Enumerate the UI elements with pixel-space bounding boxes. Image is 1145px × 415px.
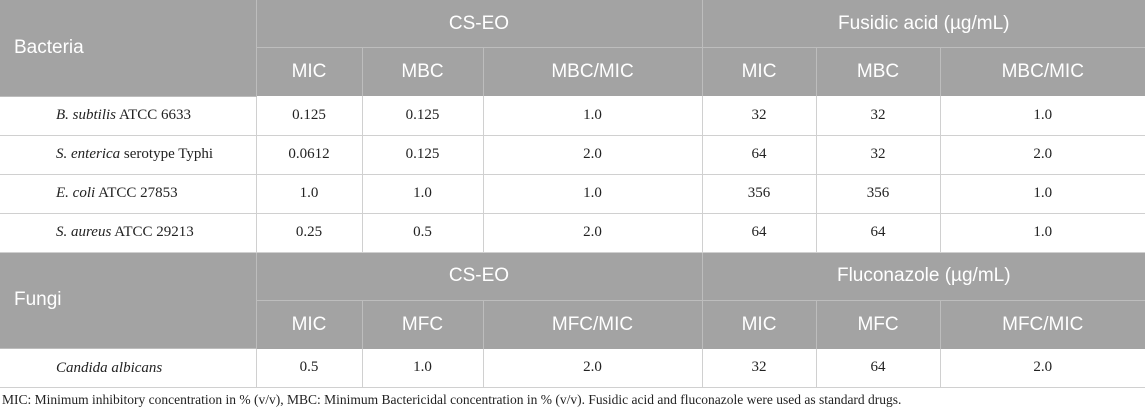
value-cell: 356 xyxy=(816,174,941,214)
value-cell: 1.0 xyxy=(362,174,484,214)
bacteria-subheader-row: MIC MBC MBC/MIC MIC MBC MBC/MIC xyxy=(0,47,1145,96)
subheader-mfc: MFC xyxy=(362,300,484,349)
value-cell: 2.0 xyxy=(483,213,703,253)
value-cell: 0.25 xyxy=(256,213,363,253)
bacteria-group-fusidic-acid: Fusidic acid (µg/mL) xyxy=(702,0,1145,48)
table-row: B. subtilis ATCC 6633 0.125 0.125 1.0 32… xyxy=(0,96,1145,136)
fungi-header-row: Fungi CS-EO Fluconazole (µg/mL) xyxy=(0,252,1145,349)
table-row: E. coli ATCC 27853 1.0 1.0 1.0 356 356 1… xyxy=(0,174,1145,214)
fungi-subheader-row: MIC MFC MFC/MIC MIC MFC MFC/MIC xyxy=(0,300,1145,349)
fungi-group-cs-eo: CS-EO xyxy=(256,252,703,301)
value-cell: 0.5 xyxy=(256,348,363,388)
fungi-row-header: Fungi xyxy=(0,252,257,349)
organism-italic: Candida albicans xyxy=(56,359,163,376)
organism-rest: ATCC 29213 xyxy=(111,224,194,240)
organism-italic: B. subtilis xyxy=(56,107,117,123)
bacteria-group-cs-eo: CS-EO xyxy=(256,0,703,48)
table-row: S. enterica serotype Typhi 0.0612 0.125 … xyxy=(0,135,1145,175)
subheader-mbc: MBC xyxy=(816,47,941,96)
bacteria-header-row: Bacteria CS-EO Fusidic acid (µg/mL) xyxy=(0,0,1145,97)
value-cell: 64 xyxy=(702,213,817,253)
value-cell: 0.5 xyxy=(362,213,484,253)
value-cell: 2.0 xyxy=(940,348,1145,388)
value-cell: 32 xyxy=(702,348,817,388)
organism-italic: E. coli xyxy=(56,185,96,201)
value-cell: 2.0 xyxy=(483,348,703,388)
value-cell: 1.0 xyxy=(256,174,363,214)
subheader-mic: MIC xyxy=(256,300,363,349)
fungi-group-fluconazole: Fluconazole (µg/mL) xyxy=(702,252,1145,301)
subheader-mbc-mic: MBC/MIC xyxy=(483,47,703,96)
subheader-mfc-mic: MFC/MIC xyxy=(483,300,703,349)
organism-rest: serotype Typhi xyxy=(120,146,213,162)
subheader-mbc: MBC xyxy=(362,47,484,96)
value-cell: 356 xyxy=(702,174,817,214)
value-cell: 1.0 xyxy=(483,174,703,214)
value-cell: 2.0 xyxy=(940,135,1145,175)
bacteria-row-header: Bacteria xyxy=(0,0,257,97)
organism-rest: ATCC 27853 xyxy=(95,185,178,201)
value-cell: 64 xyxy=(816,213,941,253)
results-table: Bacteria CS-EO Fusidic acid (µg/mL) MIC … xyxy=(0,0,1145,388)
organism-cell: S. enterica serotype Typhi xyxy=(0,135,257,175)
value-cell: 1.0 xyxy=(362,348,484,388)
organism-italic: S. enterica xyxy=(56,146,121,162)
table-row: Candida albicans 0.5 1.0 2.0 32 64 2.0 xyxy=(0,348,1145,388)
value-cell: 0.125 xyxy=(362,135,484,175)
value-cell: 2.0 xyxy=(483,135,703,175)
value-cell: 0.125 xyxy=(256,96,363,136)
organism-rest: ATCC 6633 xyxy=(116,107,192,123)
value-cell: 1.0 xyxy=(940,96,1145,136)
table-footnote: MIC: Minimum inhibitory concentration in… xyxy=(2,392,902,407)
subheader-mic: MIC xyxy=(256,47,363,96)
organism-cell: Candida albicans xyxy=(0,348,257,388)
value-cell: 32 xyxy=(816,135,941,175)
value-cell: 32 xyxy=(816,96,941,136)
value-cell: 0.0612 xyxy=(256,135,363,175)
value-cell: 1.0 xyxy=(940,213,1145,253)
value-cell: 32 xyxy=(702,96,817,136)
value-cell: 64 xyxy=(702,135,817,175)
value-cell: 0.125 xyxy=(362,96,484,136)
subheader-mbc-mic: MBC/MIC xyxy=(940,47,1145,96)
subheader-mic: MIC xyxy=(702,300,817,349)
subheader-mfc-mic: MFC/MIC xyxy=(940,300,1145,349)
organism-cell: E. coli ATCC 27853 xyxy=(0,174,257,214)
value-cell: 64 xyxy=(816,348,941,388)
value-cell: 1.0 xyxy=(483,96,703,136)
subheader-mfc: MFC xyxy=(816,300,941,349)
organism-cell: S. aureus ATCC 29213 xyxy=(0,213,257,253)
subheader-mic: MIC xyxy=(702,47,817,96)
value-cell: 1.0 xyxy=(940,174,1145,214)
table-row: S. aureus ATCC 29213 0.25 0.5 2.0 64 64 … xyxy=(0,213,1145,253)
organism-italic: S. aureus xyxy=(56,224,112,240)
organism-cell: B. subtilis ATCC 6633 xyxy=(0,96,257,136)
